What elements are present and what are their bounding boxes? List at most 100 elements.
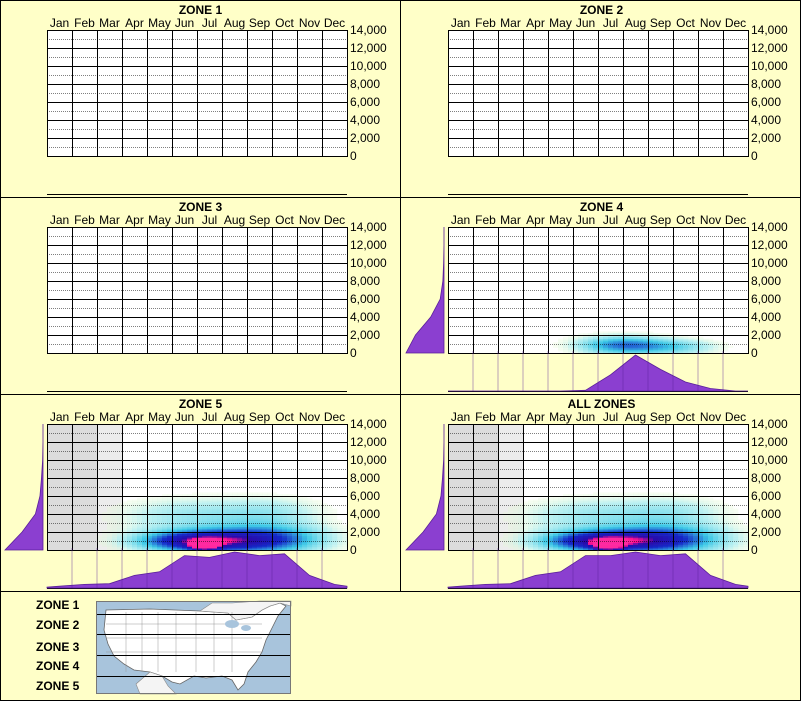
heatmap-cell	[232, 508, 238, 511]
heatmap-cell	[618, 521, 624, 524]
heatmap-cell	[332, 521, 338, 524]
heatmap-cell	[518, 514, 524, 517]
heatmap-cell	[708, 515, 714, 518]
heatmap-cell	[558, 499, 564, 502]
heatmap-cell	[563, 497, 569, 500]
heatmap-cell	[683, 523, 689, 526]
heatmap-cell	[267, 530, 273, 533]
heatmap-cell	[728, 526, 734, 529]
heatmap-cell	[322, 542, 328, 545]
heatmap-cell	[152, 514, 158, 517]
month-label: Jul	[202, 16, 217, 30]
heatmap-cell	[553, 548, 559, 551]
heatmap-cell	[172, 512, 178, 515]
heatmap-cell	[618, 333, 624, 336]
heatmap-cell	[117, 539, 123, 542]
heatmap-cell	[603, 542, 609, 545]
heatmap-cell	[623, 541, 629, 544]
heatmap-cell	[698, 340, 704, 343]
heatmap-cell	[232, 519, 238, 522]
heatmap-cell	[688, 494, 694, 497]
heatmap-cell	[222, 499, 228, 502]
month-label: Jul	[603, 16, 618, 30]
heatmap-cell	[232, 492, 238, 495]
heatmap-cell	[598, 492, 604, 495]
heatmap-cell	[247, 499, 253, 502]
heatmap-cell	[608, 508, 614, 511]
heatmap-cell	[618, 539, 624, 542]
heatmap-cell	[127, 546, 133, 549]
heatmap-cell	[618, 506, 624, 509]
plot-frame	[47, 424, 348, 551]
heatmap-cell	[563, 503, 569, 506]
heatmap-cell	[598, 331, 604, 334]
heatmap-cell	[628, 349, 634, 352]
heatmap-cell	[583, 349, 589, 352]
heatmap-cell	[563, 532, 569, 535]
heatmap-cell	[132, 544, 138, 547]
heatmap-cell	[302, 517, 308, 520]
heatmap-cell	[703, 505, 709, 508]
heatmap-cell	[563, 351, 569, 354]
heatmap-cell	[608, 342, 614, 345]
heatmap-cell	[137, 530, 143, 533]
heatmap-cell	[568, 497, 574, 500]
month-label: Sep	[249, 213, 271, 227]
heatmap-cell	[598, 535, 604, 538]
heatmap-cell	[207, 499, 213, 502]
heatmap-cell	[292, 501, 298, 504]
heatmap-cell	[518, 546, 524, 549]
heatmap-cell	[252, 515, 258, 518]
heatmap-cell	[683, 503, 689, 506]
heatmap-cell	[127, 535, 133, 538]
heatmap-cell	[187, 508, 193, 511]
heatmap-cell	[673, 335, 679, 338]
heatmap-cell	[663, 530, 669, 533]
heatmap-cell	[653, 351, 659, 354]
heatmap-cell	[247, 546, 253, 549]
heatmap-cell	[523, 537, 529, 540]
heatmap-cell	[147, 542, 153, 545]
heatmap-cell	[152, 501, 158, 504]
heatmap-cell	[252, 499, 258, 502]
heatmap-cell	[528, 532, 534, 535]
heatmap-cell	[157, 499, 163, 502]
heatmap-cell	[167, 548, 173, 551]
heatmap-cell	[633, 345, 639, 348]
heatmap-cell	[688, 523, 694, 526]
heatmap-cell	[503, 533, 509, 536]
heatmap-cell	[583, 340, 589, 343]
heatmap-cell	[743, 544, 749, 547]
heatmap-cell	[573, 517, 579, 520]
heatmap-cell	[127, 512, 133, 515]
heatmap-cell	[267, 512, 273, 515]
heatmap-cell	[688, 532, 694, 535]
heatmap-cell	[337, 524, 343, 527]
heatmap-cell	[588, 532, 594, 535]
heatmap-cell	[257, 515, 263, 518]
heatmap-cell	[307, 497, 313, 500]
y-tick-label: 4,000	[350, 113, 380, 127]
heatmap-cell	[302, 505, 308, 508]
heatmap-cell	[648, 519, 654, 522]
heatmap-cell	[548, 514, 554, 517]
heatmap-cell	[738, 537, 744, 540]
heatmap-cell	[578, 342, 584, 345]
heatmap-cell	[718, 546, 724, 549]
heatmap-cell	[538, 548, 544, 551]
heatmap-cell	[132, 501, 138, 504]
heatmap-cell	[332, 530, 338, 533]
heatmap-cell	[157, 528, 163, 531]
heatmap-cell	[578, 542, 584, 545]
heatmap-cell	[297, 497, 303, 500]
heatmap-cell	[553, 499, 559, 502]
heatmap-cell	[718, 501, 724, 504]
heatmap-cell	[317, 542, 323, 545]
heatmap-cell	[743, 542, 749, 545]
heatmap-cell	[588, 512, 594, 515]
heatmap-cell	[167, 510, 173, 513]
heatmap-cell	[292, 517, 298, 520]
heatmap-cell	[167, 524, 173, 527]
heatmap-cell	[718, 510, 724, 513]
heatmap-cell	[127, 521, 133, 524]
